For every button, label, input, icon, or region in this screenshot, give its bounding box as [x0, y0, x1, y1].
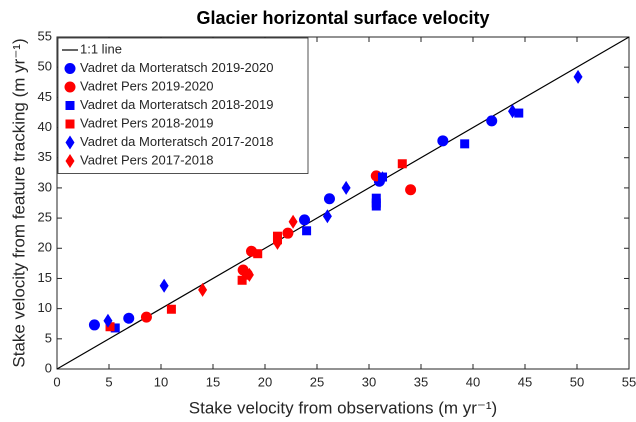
point: [508, 104, 518, 119]
point: [140, 311, 152, 323]
point: [88, 319, 100, 331]
x-tick-label: 45: [518, 374, 532, 389]
point: [299, 214, 311, 226]
y-tick-label: 55: [38, 28, 52, 43]
point: [460, 139, 470, 149]
point: [323, 193, 335, 205]
legend-marker: [65, 101, 75, 110]
legend-label: Vadret da Morteratsch 2017-2018: [80, 134, 273, 149]
point: [514, 108, 524, 118]
y-tick-label: 50: [38, 59, 52, 74]
x-tick-label: 40: [466, 374, 480, 389]
point: [371, 193, 381, 203]
point: [166, 304, 176, 314]
point: [322, 209, 332, 224]
y-tick-label: 15: [38, 270, 52, 285]
chart-title: Glacier horizontal surface velocity: [196, 8, 489, 28]
point: [103, 313, 113, 328]
x-tick-label: 35: [414, 374, 428, 389]
y-tick-label: 35: [38, 149, 52, 164]
point: [486, 115, 498, 127]
point: [272, 235, 282, 250]
point: [253, 249, 263, 259]
y-tick-label: 0: [45, 360, 52, 375]
legend-marker: [64, 63, 76, 74]
legend-label: 1:1 line: [80, 41, 122, 56]
point: [378, 171, 388, 186]
identity-line: [56, 36, 630, 370]
x-tick-label: 15: [206, 374, 220, 389]
point: [105, 322, 115, 332]
point: [123, 312, 135, 324]
legend-label: Vadret Pers 2017-2018: [80, 152, 213, 167]
point: [110, 323, 120, 333]
legend-marker: [65, 119, 75, 129]
point: [288, 214, 298, 229]
point: [437, 135, 449, 147]
x-tick-label: 30: [362, 374, 376, 389]
x-tick-label: 0: [53, 374, 60, 389]
x-tick-label: 10: [154, 374, 168, 389]
point: [371, 201, 381, 211]
y-tick-label: 45: [38, 89, 52, 104]
x-tick-label: 50: [570, 374, 584, 389]
point: [237, 275, 247, 285]
point: [397, 159, 407, 169]
x-tick-label: 20: [258, 374, 272, 389]
y-tick-label: 5: [45, 330, 52, 345]
legend-label: Vadret Pers 2019-2020: [80, 78, 213, 93]
point: [198, 282, 208, 297]
point: [573, 69, 583, 84]
point: [159, 278, 169, 293]
x-tick-label: 5: [105, 374, 112, 389]
y-tick-label: 25: [38, 210, 52, 225]
y-tick-label: 40: [38, 119, 52, 134]
y-axis-label: Stake velocity from feature tracking (m …: [9, 38, 28, 367]
legend-marker: [65, 135, 75, 150]
legend-marker: [64, 81, 76, 93]
x-tick-label: 25: [310, 374, 324, 389]
legend-label: Vadret Pers 2018-2019: [80, 115, 213, 130]
legend-box: [57, 37, 309, 174]
y-tick-label: 30: [38, 179, 52, 194]
point: [405, 184, 417, 196]
x-axis-label: Stake velocity from observations (m yr⁻¹…: [189, 398, 497, 417]
point: [244, 267, 254, 282]
legend-marker: [65, 154, 75, 168]
point: [341, 180, 351, 195]
y-tick-label: 10: [38, 300, 52, 315]
y-tick-label: 20: [38, 240, 52, 255]
x-tick-label: 55: [622, 374, 636, 389]
legend-label: Vadret da Morteratsch 2019-2020: [80, 60, 273, 75]
point: [282, 227, 294, 239]
point: [302, 226, 312, 236]
legend-label: Vadret da Morteratsch 2018-2019: [80, 97, 273, 112]
